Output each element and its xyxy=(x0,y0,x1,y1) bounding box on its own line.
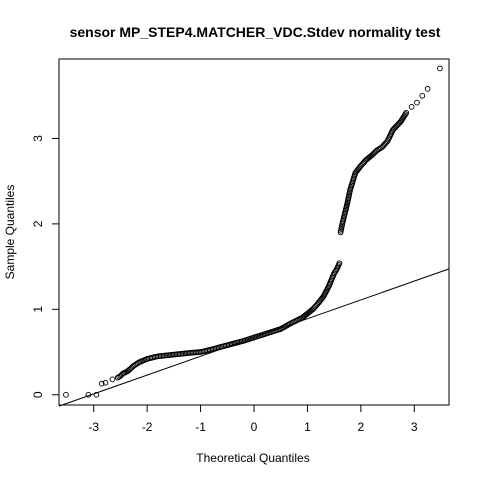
y-tick-label: 0 xyxy=(31,391,45,398)
x-tick-label: -3 xyxy=(88,420,99,434)
data-point xyxy=(63,391,69,398)
x-tick-label: 2 xyxy=(358,420,365,434)
x-axis: -3 -2 -1 0 1 2 3 xyxy=(88,404,418,434)
data-points xyxy=(63,65,443,398)
y-tick-label: 3 xyxy=(31,135,45,142)
data-point xyxy=(336,260,343,267)
y-tick-label: 2 xyxy=(31,220,45,227)
data-point xyxy=(414,99,420,106)
x-tick-label: 3 xyxy=(411,420,418,434)
data-point xyxy=(403,109,410,116)
data-point xyxy=(93,391,100,398)
qq-reference-line xyxy=(58,268,450,407)
y-tick-label: 1 xyxy=(31,306,45,313)
x-axis-label: Theoretical Quantiles xyxy=(196,451,309,465)
y-axis: 0 1 2 3 xyxy=(31,135,60,398)
data-point xyxy=(109,376,116,383)
x-tick-label: -2 xyxy=(142,420,153,434)
data-point xyxy=(402,111,409,117)
data-point xyxy=(98,380,105,387)
x-tick-label: -1 xyxy=(195,420,206,434)
data-point xyxy=(408,103,415,110)
reference-line-group xyxy=(58,268,450,407)
x-tick-label: 0 xyxy=(251,420,258,434)
y-axis-label: Sample Quantiles xyxy=(3,185,17,280)
data-point xyxy=(419,92,426,99)
data-point xyxy=(424,86,431,92)
data-point xyxy=(85,391,92,398)
data-point xyxy=(102,379,109,386)
chart-title: sensor MP_STEP4.MATCHER_VDC.Stdev normal… xyxy=(70,24,441,40)
x-tick-label: 1 xyxy=(304,420,311,434)
data-point xyxy=(437,65,443,72)
